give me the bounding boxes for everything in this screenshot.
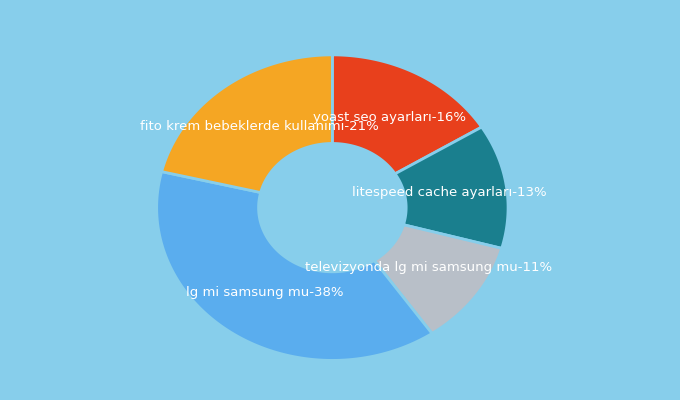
Text: litespeed cache ayarları-13%: litespeed cache ayarları-13% [352,186,547,200]
Text: fito krem bebeklerde kullanımı-21%: fito krem bebeklerde kullanımı-21% [139,120,379,133]
Text: televizyonda lg mi samsung mu-11%: televizyonda lg mi samsung mu-11% [305,261,552,274]
Polygon shape [374,225,502,334]
Text: lg mi samsung mu-38%: lg mi samsung mu-38% [186,286,344,299]
Polygon shape [395,127,508,248]
Polygon shape [162,55,333,192]
Polygon shape [156,172,432,360]
Text: yoast seo ayarları-16%: yoast seo ayarları-16% [313,111,466,124]
Polygon shape [333,55,481,174]
